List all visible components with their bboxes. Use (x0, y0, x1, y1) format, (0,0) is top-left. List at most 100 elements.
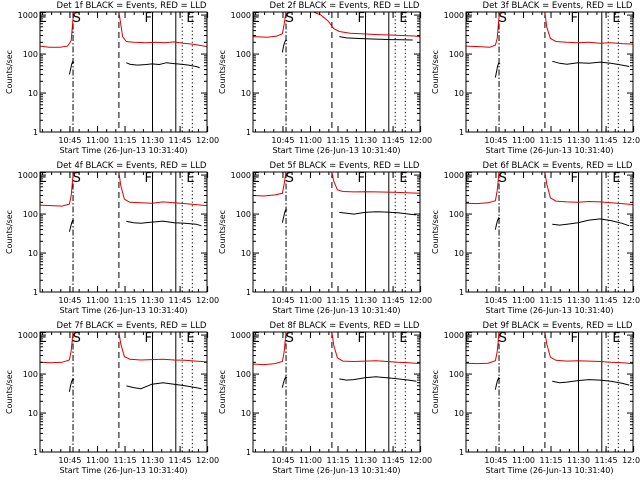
x-tick-label: 10:45 (271, 456, 294, 465)
y-tick-label: 1 (459, 288, 464, 297)
x-tick-label: 11:30 (354, 136, 377, 145)
y-tick-label: 10 (454, 249, 464, 258)
x-axis-label: Start Time (26-Jun-13 10:31:40) (273, 306, 401, 315)
x-tick-label: 11:30 (354, 456, 377, 465)
y-tick-label: 100 (236, 210, 251, 219)
y-tick-label: 1000 (444, 171, 464, 180)
y-axis-label: Counts/sec (431, 370, 440, 414)
y-tick-label: 1000 (231, 171, 251, 180)
x-tick-label: 11:00 (512, 456, 535, 465)
x-tick-label: 11:45 (382, 296, 405, 305)
x-tick-label: 11:30 (567, 296, 590, 305)
plot-frame (39, 171, 208, 293)
y-axis-label: Counts/sec (5, 210, 14, 254)
detector-panel: Det 5f BLACK = Events, RED = LLD E S F E 1 10 1… (213, 160, 432, 320)
x-tick-label: 10:45 (484, 296, 507, 305)
y-tick-label: 100 (236, 50, 251, 59)
x-tick-label: 11:15 (539, 136, 562, 145)
events-series-line (494, 376, 630, 390)
marker-label: F (358, 11, 365, 26)
x-tick-label: 12:00 (196, 136, 219, 145)
lld-series-line (466, 172, 633, 206)
x-tick-label: 11:30 (141, 136, 164, 145)
x-tick-label: 10:45 (271, 136, 294, 145)
plot-frame (465, 331, 634, 453)
y-tick-label: 1 (33, 448, 38, 457)
marker-label: S (73, 171, 81, 186)
x-tick-label: 11:30 (141, 296, 164, 305)
y-tick-label: 1 (246, 288, 251, 297)
chart-title: Det 1f BLACK = Events, RED = LLD (57, 1, 207, 11)
lld-series-line (253, 332, 420, 366)
x-tick-label: 11:45 (595, 456, 618, 465)
lld-series-line (466, 12, 633, 48)
detector-panel: Det 6f BLACK = Events, RED = LLD E S F E 1 10 1… (426, 160, 640, 320)
x-axis-label: Start Time (26-Jun-13 10:31:40) (486, 146, 614, 155)
chart-title: Det 3f BLACK = Events, RED = LLD (483, 1, 633, 11)
chart-title: Det 9f BLACK = Events, RED = LLD (483, 321, 633, 331)
marker-label: E (186, 331, 194, 346)
x-tick-label: 12:00 (409, 136, 432, 145)
y-tick-label: 1000 (231, 331, 251, 340)
x-tick-label: 12:00 (196, 296, 219, 305)
marker-label: F (571, 171, 578, 186)
detector-panel: Det 8f BLACK = Events, RED = LLD E S F E 1 10 1… (213, 320, 432, 480)
x-axis-label: Start Time (26-Jun-13 10:31:40) (273, 466, 401, 475)
y-axis-label: Counts/sec (5, 50, 14, 94)
x-tick-label: 11:45 (169, 136, 192, 145)
plot-frame (252, 11, 421, 133)
y-tick-label: 10 (241, 249, 251, 258)
chart-title: Det 5f BLACK = Events, RED = LLD (270, 161, 420, 171)
x-tick-label: 11:45 (169, 296, 192, 305)
detector-panel: Det 4f BLACK = Events, RED = LLD E S F E 1 10 1… (0, 160, 219, 320)
marker-label: F (145, 171, 152, 186)
x-tick-label: 12:00 (409, 296, 432, 305)
marker-label: E (186, 11, 194, 26)
y-tick-label: 10 (28, 89, 38, 98)
x-tick-label: 11:45 (169, 456, 192, 465)
marker-label: E (399, 331, 407, 346)
detector-panel: Det 7f BLACK = Events, RED = LLD E S F E 1 10 1… (0, 320, 219, 480)
detector-panel: Det 2f BLACK = Events, RED = LLD E S F E 1 10 1… (213, 0, 432, 160)
lld-series-line (253, 12, 420, 38)
x-tick-label: 11:00 (299, 136, 322, 145)
marker-label: E (186, 171, 194, 186)
lld-series-line (466, 332, 633, 365)
marker-label: F (145, 11, 152, 26)
marker-label: S (499, 331, 507, 346)
marker-label: F (571, 11, 578, 26)
x-tick-label: 12:00 (409, 456, 432, 465)
y-tick-label: 1000 (18, 11, 38, 20)
marker-label: S (286, 11, 294, 26)
y-tick-label: 1000 (231, 11, 251, 20)
x-tick-label: 11:15 (326, 456, 349, 465)
y-tick-label: 10 (28, 249, 38, 258)
x-tick-label: 10:45 (271, 296, 294, 305)
x-tick-label: 11:00 (299, 296, 322, 305)
y-tick-label: 10 (241, 409, 251, 418)
y-tick-label: 10 (454, 89, 464, 98)
x-tick-label: 10:45 (484, 456, 507, 465)
x-axis-label: Start Time (26-Jun-13 10:31:40) (486, 466, 614, 475)
plot-frame (465, 11, 634, 133)
marker-label: E (399, 171, 407, 186)
y-tick-label: 100 (23, 370, 38, 379)
x-axis-label: Start Time (26-Jun-13 10:31:40) (60, 146, 188, 155)
lld-series-line (40, 172, 207, 207)
x-tick-label: 12:00 (622, 136, 640, 145)
y-tick-label: 1 (33, 128, 38, 137)
x-axis-label: Start Time (26-Jun-13 10:31:40) (486, 306, 614, 315)
x-tick-label: 11:00 (86, 456, 109, 465)
x-tick-label: 12:00 (622, 456, 640, 465)
x-tick-label: 11:00 (299, 456, 322, 465)
chart-title: Det 2f BLACK = Events, RED = LLD (270, 1, 420, 11)
marker-label: F (358, 331, 365, 346)
lld-series-line (253, 172, 420, 197)
y-tick-label: 1 (459, 128, 464, 137)
x-tick-label: 11:00 (512, 136, 535, 145)
y-tick-label: 100 (23, 50, 38, 59)
